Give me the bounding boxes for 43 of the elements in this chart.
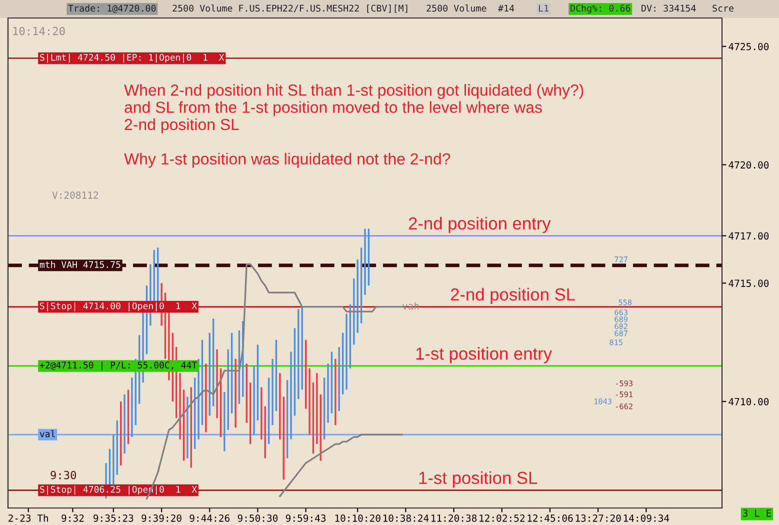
x-tick-label: 11:20:38	[432, 514, 477, 522]
ref-line-label: val	[40, 430, 55, 438]
annotation: 1-st position entry	[416, 347, 552, 364]
x-tick-label: 12:02:52	[480, 514, 524, 522]
text: DV: 334154	[642, 4, 696, 12]
text: When 2-nd position hit SL than 1-st position got liquidated (why?) and SL from the 1-st position moved to the level where was 2-nd position SL Why 1-st position was liquidated not the 2-nd?	[124, 84, 584, 168]
text: Trade: 1@4720.00	[68, 4, 156, 13]
text: #14	[498, 4, 514, 12]
x-tick-label: 9:59:43	[286, 514, 326, 522]
ref-line-label: S|Stop| 4714.00 |Open|0 1 X	[40, 302, 197, 312]
ref-line-label: S|Stop| 4706.25 |Open|0 1 X	[40, 486, 197, 495]
text: DChg%: 0.66	[570, 4, 630, 14]
x-tick-label: 9:32	[62, 514, 84, 522]
x-tick-label: 13:27:20	[576, 514, 621, 522]
y-tick-label: 4720.00	[728, 161, 769, 169]
x-tick-label: 9:39:20	[142, 514, 182, 522]
x-tick-label: 2-23 Th	[8, 514, 48, 522]
ref-line-label: +2@4711.50 | P/L: 55.00C, 44T	[40, 361, 197, 370]
x-tick-label: 12:45:06	[528, 514, 573, 522]
text: 2500 Volume F.US.EPH22/F.US.MESH22 [CBV][M]	[172, 4, 408, 13]
line-series	[279, 434, 403, 497]
y-tick-label: 4717.00	[728, 232, 769, 240]
text: L1	[538, 4, 548, 12]
text: 2500 Volume	[426, 4, 486, 12]
x-tick-label: 9:50:30	[238, 514, 278, 522]
annotation: 2-nd position entry	[408, 216, 551, 233]
annotation: 2-nd position SL	[450, 288, 575, 304]
x-tick-label: 10:38:24	[383, 514, 429, 522]
x-tick-label: 14:09:34	[624, 514, 670, 522]
annotation: 10:14:20	[13, 26, 65, 36]
x-tick-label: 9:35:23	[94, 514, 134, 522]
ref-line-label: S|Lmt| 4724.50 |EP: 1|Open|0 1 X	[40, 54, 224, 63]
annotation: V:208112	[52, 191, 98, 199]
text: Scre	[712, 4, 734, 12]
x-tick-label: 10:10:20	[335, 514, 380, 522]
x-tick-label: 9:44:26	[190, 514, 230, 522]
y-tick-label: 4725.00	[728, 42, 769, 50]
annotation: 9:30	[50, 470, 76, 480]
y-tick-label: 4710.00	[728, 398, 769, 406]
y-tick-label: 4715.00	[728, 280, 769, 287]
ref-line-label: mth VAH 4715.75	[40, 261, 120, 268]
annotation: 1-st position SL	[419, 471, 538, 488]
text: 3 L E	[743, 509, 772, 517]
